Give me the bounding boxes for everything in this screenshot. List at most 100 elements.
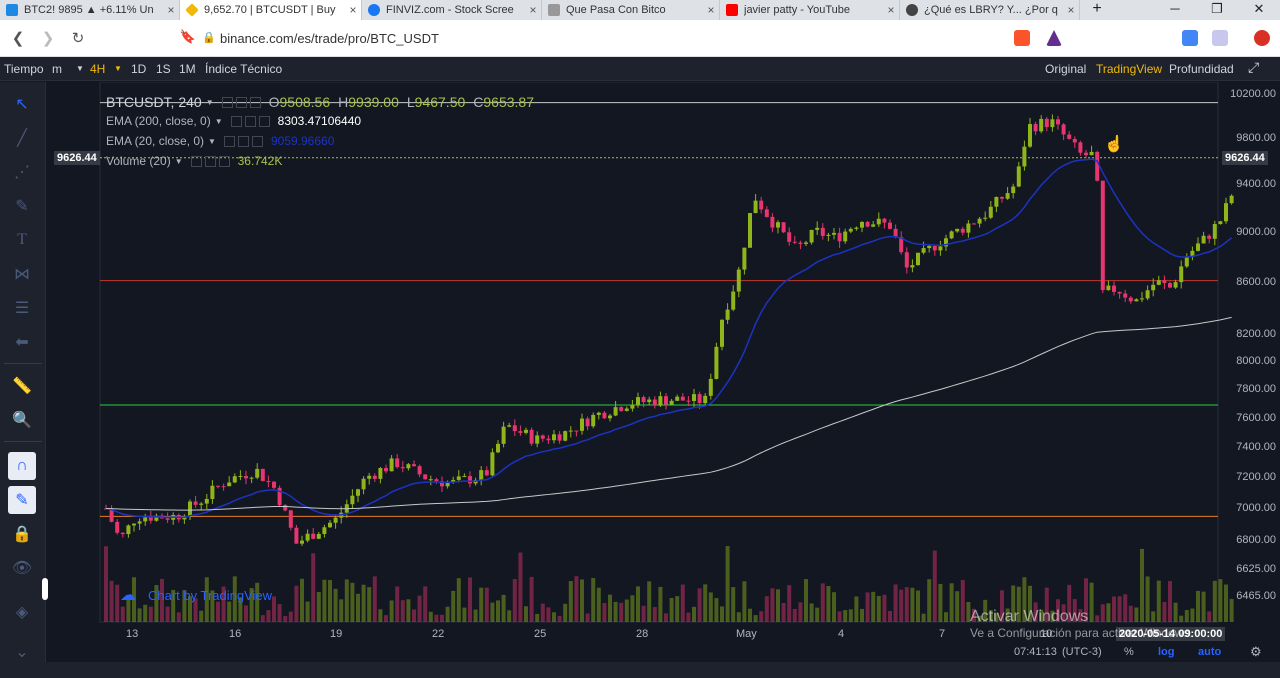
browser-tab[interactable]: BTC2! 9895 ▲ +6.11% Un ×	[0, 0, 180, 20]
auto-toggle[interactable]: auto	[1198, 646, 1222, 658]
timezone[interactable]: (UTC-3)	[1062, 646, 1102, 658]
cursor-icon[interactable]: ↖	[15, 96, 29, 113]
ema20-hide-icon[interactable]	[237, 135, 249, 147]
maximize-button[interactable]: ❐	[1211, 1, 1223, 16]
fib-tool-icon[interactable]: ⋰	[14, 164, 30, 181]
candle-body	[848, 228, 853, 232]
price-chart[interactable]: BTCUSDT, 240 ▼ O 9508.56 H 9939.00 L 9467.5…	[46, 82, 1280, 662]
candle-body	[1072, 138, 1077, 143]
legend-hide-icon[interactable]	[235, 96, 247, 108]
back-icon[interactable]: ❮	[11, 30, 25, 47]
collapse-icon[interactable]: ⌄	[15, 644, 29, 661]
ruler-icon[interactable]: 📏	[12, 378, 32, 395]
close-tab-icon[interactable]: ×	[349, 3, 357, 17]
candle-body	[1000, 196, 1004, 199]
minimize-button[interactable]: ─	[1170, 1, 1180, 16]
ema200-close-icon[interactable]	[258, 115, 270, 127]
trend-line-icon[interactable]: ╱	[17, 130, 27, 147]
eye-icon[interactable]: 👁	[11, 560, 33, 577]
ema20-close-icon[interactable]	[251, 135, 263, 147]
minutes-dropdown[interactable]: m	[52, 62, 62, 76]
close-tab-icon[interactable]: ×	[707, 3, 715, 17]
translate-icon[interactable]	[1182, 30, 1198, 46]
close-tab-icon[interactable]: ×	[887, 3, 895, 17]
bookmark-icon[interactable]: 🔖	[179, 29, 197, 44]
extension-icon[interactable]	[1212, 30, 1228, 46]
indicators-button[interactable]: Índice Técnico	[205, 62, 283, 76]
candle-body	[367, 475, 372, 479]
view-original[interactable]: Original	[1045, 62, 1087, 76]
close-tab-icon[interactable]: ×	[1067, 3, 1075, 17]
reload-icon[interactable]: ↻	[71, 30, 85, 47]
text-tool-icon[interactable]: T	[17, 231, 27, 248]
candle-body	[871, 224, 876, 227]
ema200-hide-icon[interactable]	[244, 115, 256, 127]
browser-tab[interactable]: ¿Qué es LBRY? Y... ¿Por q ×	[900, 0, 1080, 20]
interval-4h[interactable]: 4H	[90, 62, 106, 76]
volume-bar	[988, 610, 993, 622]
minutes-caret-icon[interactable]: ▼	[76, 64, 84, 73]
sidebar-divider	[4, 363, 42, 364]
view-tradingview[interactable]: TradingView	[1096, 62, 1163, 76]
browser-tab[interactable]: javier patty - YouTube ×	[720, 0, 900, 20]
log-toggle[interactable]: log	[1158, 646, 1175, 658]
percent-toggle[interactable]: %	[1124, 646, 1134, 658]
pattern-tool-icon[interactable]: ⋈	[14, 266, 30, 283]
stop-icon[interactable]	[1254, 30, 1270, 46]
gear-icon[interactable]: ⚙	[1250, 644, 1262, 659]
lock-drawing-icon[interactable]: ✎	[8, 486, 36, 514]
legend-settings-icon[interactable]	[221, 96, 233, 108]
legend-caret-icon[interactable]: ▼	[205, 97, 214, 107]
close-tab-icon[interactable]: ×	[167, 3, 175, 17]
candle-body	[204, 498, 209, 504]
candlestick-svg[interactable]	[46, 82, 1280, 662]
candle-body	[714, 346, 719, 379]
lock-icon[interactable]: 🔒	[12, 526, 32, 543]
magnet-icon[interactable]: ∩	[8, 452, 36, 480]
brave-shield-icon[interactable]	[1014, 30, 1030, 46]
ema200-caret-icon[interactable]: ▼	[214, 116, 223, 126]
candle-body	[585, 418, 590, 427]
ema200-settings-icon[interactable]	[230, 115, 242, 127]
volume-bar	[1089, 582, 1094, 622]
price-tick-label: 9800.00	[1236, 132, 1276, 145]
interval-caret-icon[interactable]: ▼	[114, 64, 122, 73]
volume-bar	[871, 591, 876, 622]
candle-body	[608, 415, 612, 419]
browser-tab[interactable]: Que Pasa Con Bitco ×	[542, 0, 720, 20]
volume-settings-icon[interactable]	[190, 155, 202, 167]
candle-body	[272, 481, 276, 488]
browser-tab-active[interactable]: 9,652.70 | BTCUSDT | Buy ×	[180, 0, 362, 20]
brush-icon[interactable]: ✎	[15, 198, 29, 215]
fullscreen-icon[interactable]: ⤢	[1248, 59, 1260, 75]
volume-close-icon[interactable]	[218, 155, 230, 167]
interval-1d[interactable]: 1D	[131, 62, 147, 76]
url-input[interactable]: 🔒 binance.com/es/trade/pro/BTC_USDT	[200, 26, 1040, 51]
candle-body	[524, 429, 528, 433]
brave-rewards-icon[interactable]	[1046, 30, 1062, 46]
interval-1m[interactable]: 1M	[179, 62, 196, 76]
sidebar-scroll-handle[interactable]	[42, 578, 48, 600]
zoom-icon[interactable]: 🔍	[12, 412, 32, 429]
price-tick-label: 7800.00	[1236, 383, 1276, 396]
view-depth[interactable]: Profundidad	[1169, 62, 1234, 76]
volume-bar	[148, 606, 153, 622]
candle-body	[636, 397, 640, 406]
interval-1s[interactable]: 1S	[156, 62, 171, 76]
prediction-tool-icon[interactable]: ☰	[14, 300, 30, 317]
new-tab-button[interactable]: +	[1092, 0, 1102, 17]
volume-caret-icon[interactable]: ▼	[174, 156, 183, 166]
layers-icon[interactable]: ◈	[15, 604, 29, 621]
candle-body	[1134, 299, 1139, 302]
legend-close-icon[interactable]	[249, 96, 261, 108]
back-arrow-icon[interactable]: ⬅	[15, 334, 29, 351]
ema20-caret-icon[interactable]: ▼	[208, 136, 216, 146]
forward-icon[interactable]: ❯	[41, 30, 55, 47]
close-window-button[interactable]: ✕	[1253, 1, 1265, 16]
browser-tab[interactable]: FINVIZ.com - Stock Scree ×	[362, 0, 542, 20]
tradingview-attribution[interactable]: ☁ Chart by TradingView	[120, 587, 273, 604]
volume-hide-icon[interactable]	[204, 155, 216, 167]
ema20-settings-icon[interactable]	[223, 135, 235, 147]
candle-body	[137, 521, 142, 524]
close-tab-icon[interactable]: ×	[529, 3, 537, 17]
